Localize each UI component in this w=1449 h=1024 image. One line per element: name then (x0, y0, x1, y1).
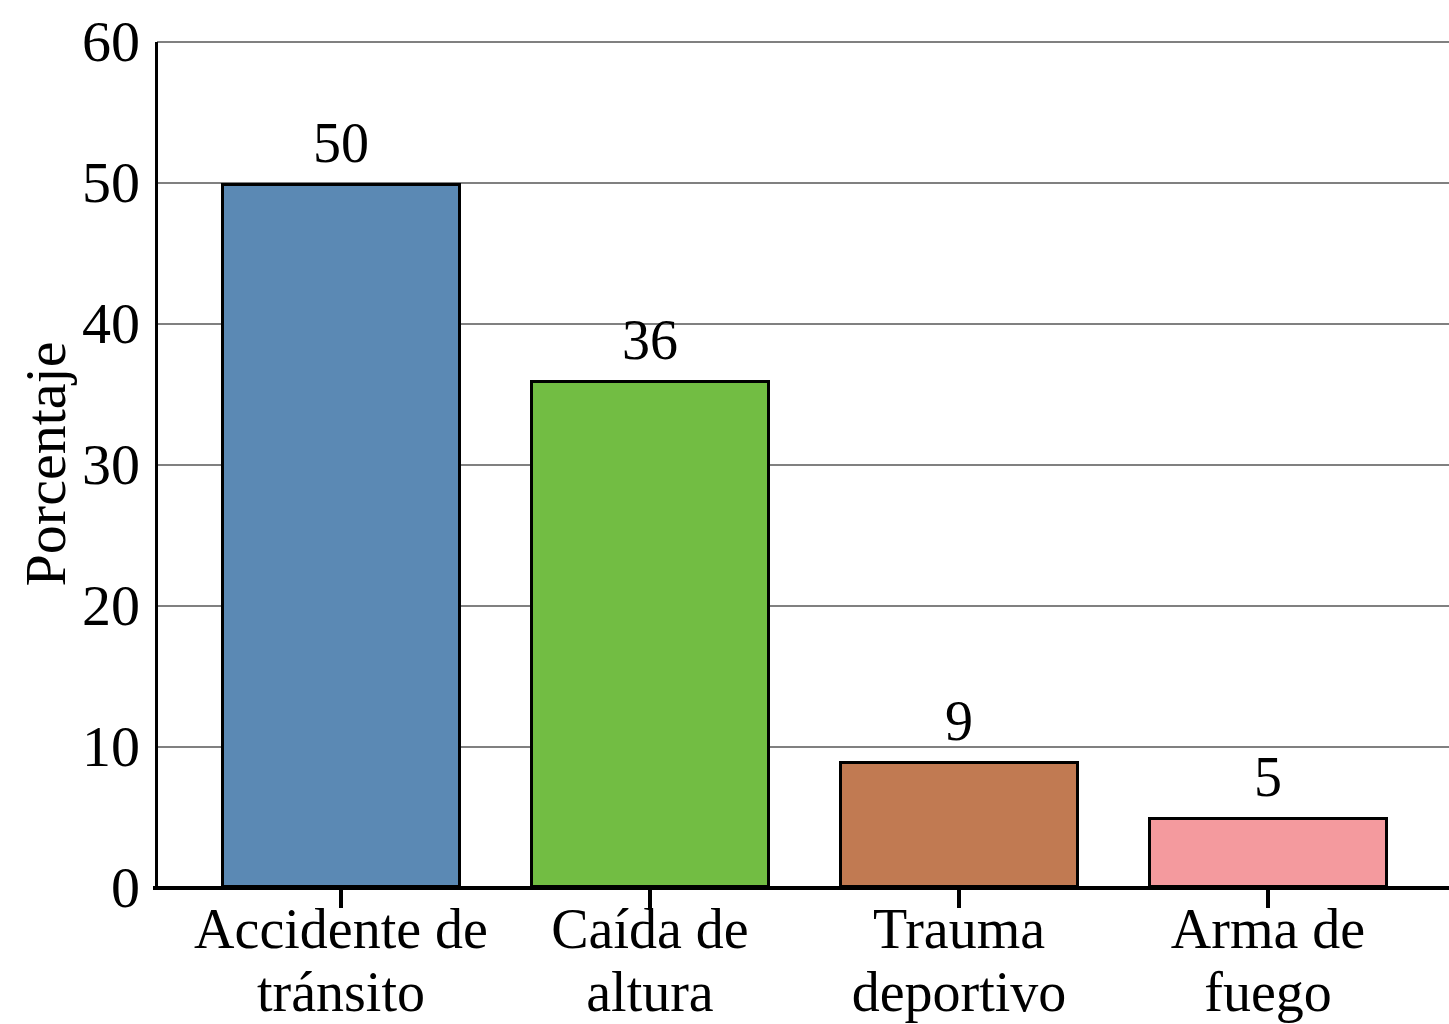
x-category-label-line: Caída de (470, 898, 830, 961)
y-tick-label-0: 0 (0, 859, 140, 917)
bar-value-label: 5 (1254, 749, 1282, 805)
x-category-label: Arma defuego (1088, 898, 1448, 1024)
x-category-label-line: fuego (1088, 961, 1448, 1024)
bar-caida-de-altura (530, 380, 770, 888)
x-category-label-line: tránsito (161, 961, 521, 1024)
gridline-60 (157, 41, 1449, 43)
y-tick-label-20: 20 (0, 577, 140, 635)
x-category-label-line: Accidente de (161, 898, 521, 961)
bar-arma-de-fuego (1148, 817, 1388, 888)
x-category-label-line: deportivo (779, 961, 1139, 1024)
plot-area: 50 36 9 5 (157, 42, 1449, 888)
y-tick-label-10: 10 (0, 718, 140, 776)
y-axis-line (155, 42, 158, 890)
y-tick-label-30: 30 (0, 436, 140, 494)
x-axis-line (153, 886, 1449, 890)
y-tick-label-60: 60 (0, 13, 140, 71)
x-category-label: Traumadeportivo (779, 898, 1139, 1024)
x-category-label-line: Arma de (1088, 898, 1448, 961)
bar-accidente-de-transito (221, 183, 461, 888)
bar-value-label: 50 (313, 115, 369, 171)
x-category-label-line: Trauma (779, 898, 1139, 961)
x-category-label-line: altura (470, 961, 830, 1024)
x-category-label: Accidente detránsito (161, 898, 521, 1024)
y-tick-label-50: 50 (0, 154, 140, 212)
x-category-label: Caída dealtura (470, 898, 830, 1024)
y-tick-label-40: 40 (0, 295, 140, 353)
bar-chart: Porcentaje 0102030405060 503695 Accident… (0, 0, 1449, 1024)
bar-value-label: 9 (945, 693, 973, 749)
bar-trauma-deportivo (839, 761, 1079, 888)
bar-value-label: 36 (622, 312, 678, 368)
